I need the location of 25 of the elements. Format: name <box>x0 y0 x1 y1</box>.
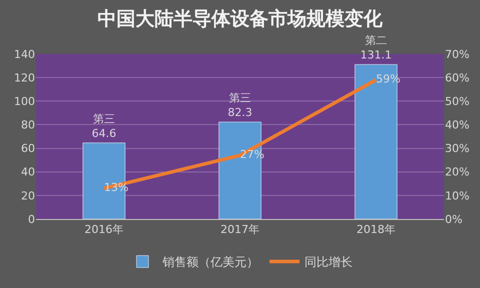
y2-tick-label: 50% <box>445 94 470 108</box>
y2-tick-label: 70% <box>445 48 470 61</box>
data-label: 第三 82.3 <box>228 92 252 119</box>
data-label: 第二 131.1 <box>360 34 392 62</box>
y-tick-label: 40 <box>21 166 35 179</box>
y2-tick-label: 20% <box>445 166 470 179</box>
x-tick-label: 2016年 <box>84 223 124 236</box>
data-label: 第三 64.6 <box>92 112 116 140</box>
y2-tick-label: 40% <box>445 118 470 132</box>
y-tick-label: 20 <box>21 189 35 202</box>
y-tick-label: 60 <box>21 142 35 156</box>
y2-tick-label: 0% <box>445 212 462 226</box>
y2-tick-label: 30% <box>445 142 470 156</box>
y2-tick-label: 10% <box>445 189 470 202</box>
y-tick-label: 80 <box>21 118 35 132</box>
y-tick-label: 120 <box>14 71 35 84</box>
legend-label: 销售额（亿美元） <box>162 255 258 270</box>
y2-tick-label: 60% <box>445 71 470 84</box>
y-tick-label: 140 <box>14 48 35 61</box>
chart-title: 中国大陆半导体设备市场规模变化 <box>98 8 384 30</box>
y-tick-label: 0 <box>28 212 35 226</box>
legend-label: 同比增长 <box>304 255 352 270</box>
y-tick-label: 100 <box>14 94 35 108</box>
x-tick-label: 2018年 <box>356 223 396 236</box>
x-tick-label: 2017年 <box>220 223 260 236</box>
